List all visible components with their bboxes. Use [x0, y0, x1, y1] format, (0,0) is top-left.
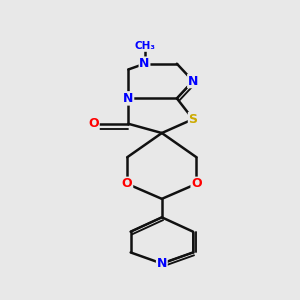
Text: O: O: [191, 177, 202, 190]
Text: S: S: [188, 113, 197, 126]
Text: N: N: [139, 57, 150, 70]
Text: O: O: [88, 117, 99, 130]
Text: N: N: [123, 92, 134, 105]
Text: N: N: [157, 257, 167, 270]
Text: O: O: [122, 177, 133, 190]
Text: N: N: [188, 74, 198, 88]
Text: CH₃: CH₃: [134, 41, 155, 51]
